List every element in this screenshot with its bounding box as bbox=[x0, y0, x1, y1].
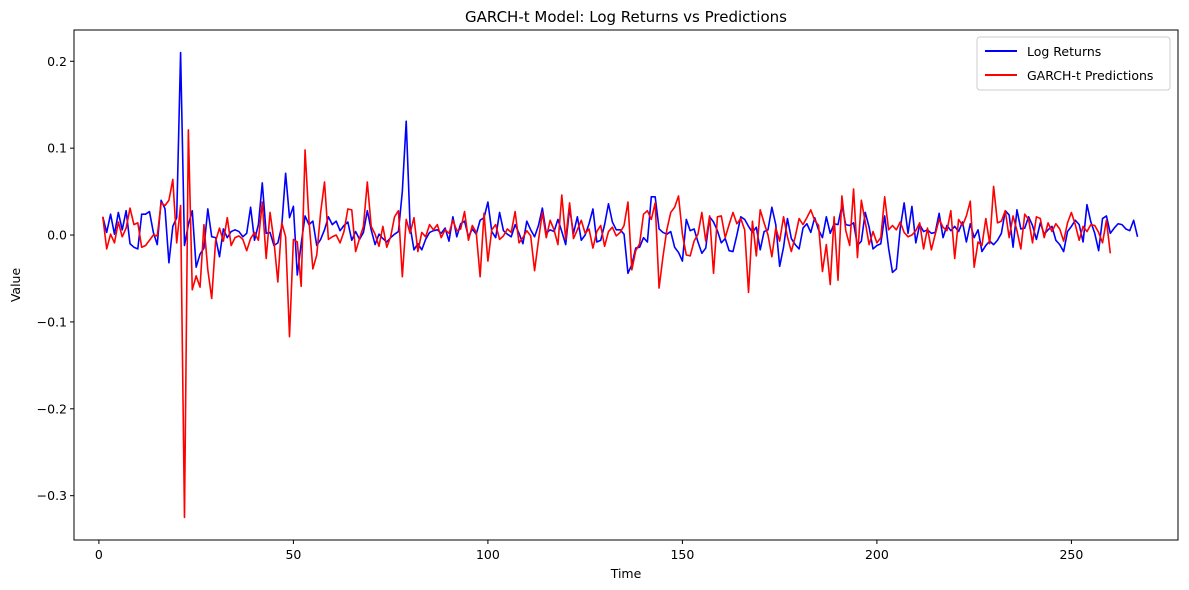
legend: Log Returns GARCH-t Predictions bbox=[976, 36, 1171, 91]
series-layer bbox=[101, 51, 1139, 519]
plot-frame bbox=[73, 29, 1179, 541]
x-tick-label: 200 bbox=[865, 547, 889, 562]
y-tick-label: 0.2 bbox=[47, 54, 67, 69]
x-axis-ticks: 0 50 100 150 200 250 bbox=[95, 540, 1083, 562]
legend-box bbox=[976, 36, 1171, 91]
y-axis-ticks: −0.3 −0.2 −0.1 0.0 0.1 0.2 bbox=[37, 54, 74, 503]
legend-label-log-returns: Log Returns bbox=[1027, 44, 1101, 59]
series-line-garch-t-predictions bbox=[101, 129, 1112, 519]
y-tick-label: 0.1 bbox=[47, 141, 67, 156]
y-tick-label: −0.3 bbox=[37, 488, 67, 503]
x-tick-label: 100 bbox=[476, 547, 500, 562]
y-tick-label: −0.1 bbox=[37, 314, 67, 329]
legend-label-garch-predictions: GARCH-t Predictions bbox=[1027, 68, 1153, 83]
x-tick-label: 0 bbox=[95, 547, 103, 562]
plot-area bbox=[74, 30, 1178, 540]
series-line-log-returns bbox=[102, 51, 1139, 276]
y-tick-label: −0.2 bbox=[37, 401, 67, 416]
x-tick-label: 50 bbox=[285, 547, 301, 562]
y-tick-label: 0.0 bbox=[47, 228, 67, 243]
x-tick-label: 150 bbox=[670, 547, 694, 562]
y-axis-label: Value bbox=[8, 268, 23, 303]
x-axis-label: Time bbox=[610, 566, 642, 581]
chart-title: GARCH-t Model: Log Returns vs Prediction… bbox=[465, 8, 787, 26]
x-tick-label: 250 bbox=[1059, 547, 1083, 562]
